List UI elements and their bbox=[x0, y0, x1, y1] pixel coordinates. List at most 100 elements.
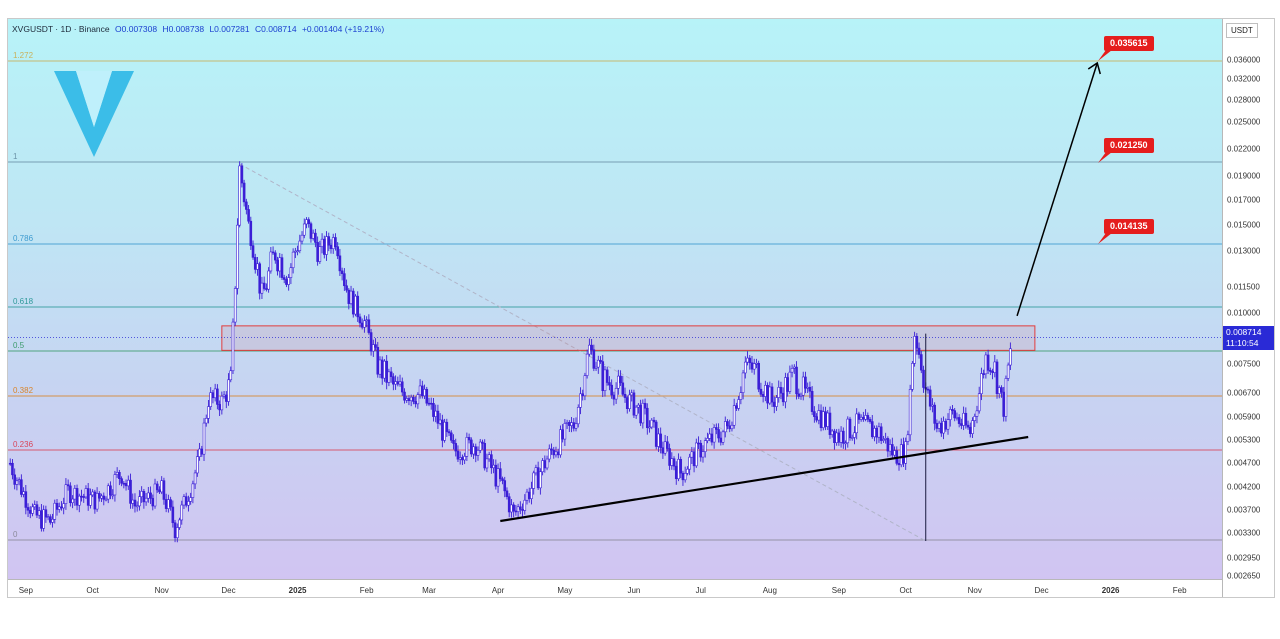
candle-body bbox=[242, 182, 246, 203]
candle-body bbox=[842, 430, 845, 444]
candle-body bbox=[552, 449, 556, 456]
candle-body bbox=[343, 273, 346, 287]
candle-body bbox=[15, 480, 19, 485]
candle-body bbox=[804, 376, 807, 389]
low-value: L0.007281 bbox=[209, 24, 250, 34]
fib-label-0.786: 0.786 bbox=[13, 234, 34, 243]
current-price-label: 0.008714 11:10:54 bbox=[1223, 326, 1274, 351]
price-tick: 0.005300 bbox=[1227, 435, 1261, 445]
candle-body bbox=[236, 224, 239, 289]
candle-body bbox=[645, 407, 649, 428]
candle-body bbox=[919, 354, 923, 371]
fib-label-0.236: 0.236 bbox=[13, 440, 34, 449]
candle-body bbox=[98, 493, 101, 499]
candle-body bbox=[690, 451, 694, 458]
price-tick: 0.025000 bbox=[1227, 117, 1261, 127]
candle-body bbox=[997, 387, 1001, 394]
candle-body bbox=[862, 416, 865, 420]
fib-label-1.272: 1.272 bbox=[13, 51, 34, 60]
time-tick: Aug bbox=[762, 586, 777, 595]
candle-body bbox=[126, 479, 130, 487]
candle-body bbox=[532, 472, 535, 489]
candle-body bbox=[253, 257, 257, 270]
candle-body bbox=[882, 439, 885, 441]
price-tick: 0.003300 bbox=[1227, 528, 1261, 538]
chart-plot[interactable] bbox=[8, 19, 1222, 579]
candle-body bbox=[968, 426, 972, 434]
candle-body bbox=[989, 370, 992, 372]
open-value: O0.007308 bbox=[115, 24, 158, 34]
candle-body bbox=[389, 371, 393, 377]
candle-body bbox=[737, 399, 740, 409]
candle-body bbox=[728, 425, 732, 430]
candle-body bbox=[661, 447, 665, 454]
time-tick: Feb bbox=[359, 586, 374, 595]
candle-body bbox=[434, 410, 437, 417]
candle-body bbox=[118, 472, 121, 479]
candle-body bbox=[933, 404, 936, 424]
chart-frame[interactable]: XVGUSDT · 1D · Binance O0.007308 H0.0087… bbox=[7, 18, 1275, 598]
candle-body bbox=[594, 366, 598, 369]
candle-body bbox=[757, 362, 760, 390]
candle-body bbox=[826, 412, 830, 427]
candle-body bbox=[937, 422, 941, 429]
candle-body bbox=[418, 385, 422, 395]
candle-body bbox=[309, 223, 313, 239]
candle-body bbox=[565, 422, 569, 424]
price-axis[interactable]: USDT 0.008714 11:10:54 0.036000 0.032000 0… bbox=[1222, 19, 1274, 597]
candle-body bbox=[472, 446, 475, 455]
candle-body bbox=[576, 407, 580, 425]
candle-body bbox=[147, 492, 150, 499]
time-tick: Oct bbox=[86, 586, 99, 595]
candle-body bbox=[311, 232, 315, 239]
candle-body bbox=[797, 393, 801, 397]
candle-body bbox=[356, 295, 360, 318]
time-axis[interactable]: Sep Oct Nov Dec 2025 Feb Mar Apr May Jun Jul Aug Sep… bbox=[8, 579, 1222, 597]
candle-body bbox=[189, 497, 192, 502]
candle-body bbox=[957, 417, 961, 424]
candle-body bbox=[378, 359, 382, 375]
candle-body bbox=[703, 440, 707, 452]
candle-body bbox=[521, 509, 524, 511]
candle-body bbox=[494, 464, 498, 487]
candle-body bbox=[289, 267, 293, 278]
time-tick: Sep bbox=[831, 586, 846, 595]
price-tick: 0.010000 bbox=[1227, 308, 1261, 318]
candle-body bbox=[928, 389, 932, 407]
candle-body bbox=[870, 421, 874, 438]
candle-body bbox=[519, 506, 522, 510]
candle-body bbox=[438, 419, 442, 424]
candle-body bbox=[561, 429, 564, 440]
candle-body bbox=[403, 391, 406, 401]
candle-body bbox=[946, 419, 950, 430]
current-price-value: 0.008714 bbox=[1226, 327, 1262, 338]
candle-body bbox=[648, 426, 651, 429]
candle-body bbox=[470, 439, 473, 455]
candle-body bbox=[278, 257, 282, 272]
candle-body bbox=[614, 387, 618, 400]
candle-body bbox=[904, 441, 907, 464]
currency-unit[interactable]: USDT bbox=[1226, 23, 1258, 38]
candle-body bbox=[84, 488, 88, 498]
candle-body bbox=[632, 392, 636, 416]
candle-body bbox=[750, 362, 754, 370]
candle-body bbox=[888, 444, 892, 452]
candle-body bbox=[893, 450, 896, 456]
candle-body bbox=[944, 420, 948, 430]
candle-body bbox=[227, 379, 230, 402]
candle-body bbox=[784, 377, 787, 403]
candle-body bbox=[926, 388, 930, 391]
candle-body bbox=[66, 484, 70, 487]
candle-body bbox=[835, 432, 838, 443]
candle-body bbox=[383, 360, 386, 379]
time-tick: Nov bbox=[967, 586, 982, 595]
candle-body bbox=[706, 438, 709, 441]
candle-body bbox=[218, 404, 221, 411]
candle-body bbox=[13, 474, 16, 485]
candle-body bbox=[122, 482, 126, 485]
verge-logo-icon bbox=[54, 71, 134, 157]
candle-body bbox=[207, 406, 210, 419]
target-tag-pointer bbox=[1098, 152, 1112, 163]
time-tick: Jul bbox=[695, 586, 706, 595]
candle-body bbox=[683, 473, 687, 481]
